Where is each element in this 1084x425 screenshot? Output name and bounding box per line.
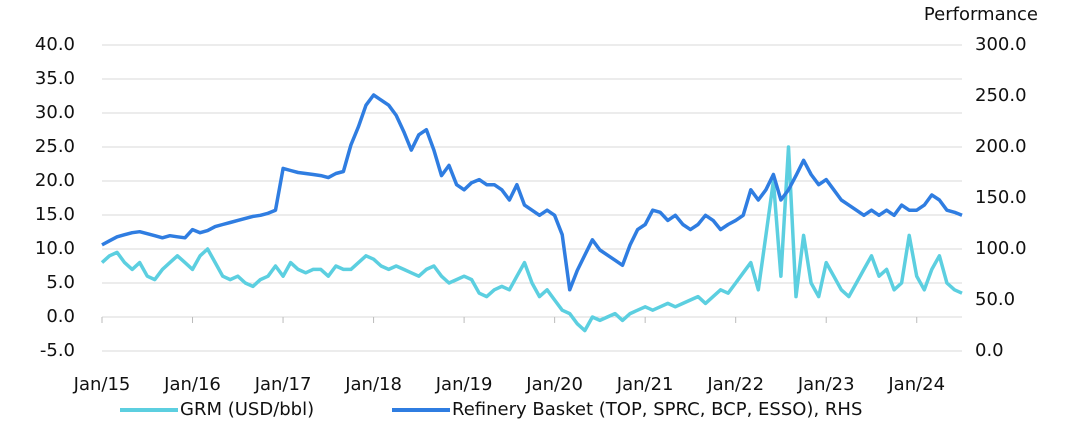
- y2-tick-label: 300.0: [975, 34, 1027, 55]
- y-tick-label: 30.0: [35, 102, 75, 123]
- y2-tick-label: 150.0: [975, 187, 1027, 208]
- legend-label: Refinery Basket (TOP, SPRC, BCP, ESSO), …: [452, 399, 862, 420]
- x-tick-label: Jan/15: [73, 374, 131, 395]
- y-tick-label: -5.0: [40, 340, 75, 361]
- legend-label: GRM (USD/bbl): [180, 399, 314, 420]
- y-tick-label: 20.0: [35, 170, 75, 191]
- y2-tick-label: 50.0: [975, 289, 1015, 310]
- y-tick-label: 35.0: [35, 68, 75, 89]
- y2-tick-label: 200.0: [975, 136, 1027, 157]
- x-tick-label: Jan/19: [435, 374, 493, 395]
- y-tick-label: 15.0: [35, 204, 75, 225]
- y-tick-label: 5.0: [46, 272, 75, 293]
- y-tick-label: 10.0: [35, 238, 75, 259]
- x-tick-label: Jan/22: [706, 374, 764, 395]
- x-tick-label: Jan/16: [163, 374, 221, 395]
- y-tick-label: 25.0: [35, 136, 75, 157]
- y2-tick-label: 100.0: [975, 238, 1027, 259]
- y2-tick-label: 0.0: [975, 340, 1004, 361]
- y-tick-label: 0.0: [46, 306, 75, 327]
- y2-axis-title: Performance: [924, 4, 1038, 25]
- x-tick-label: Jan/23: [797, 374, 855, 395]
- x-tick-label: Jan/18: [344, 374, 402, 395]
- data-line: [101, 93, 963, 292]
- y2-tick-label: 250.0: [975, 85, 1027, 106]
- x-tick-label: Jan/24: [887, 374, 945, 395]
- x-tick-label: Jan/20: [525, 374, 583, 395]
- x-tick-label: Jan/21: [616, 374, 674, 395]
- data-line: [100, 145, 963, 333]
- x-tick-label: Jan/17: [254, 374, 312, 395]
- y-tick-label: 40.0: [35, 34, 75, 55]
